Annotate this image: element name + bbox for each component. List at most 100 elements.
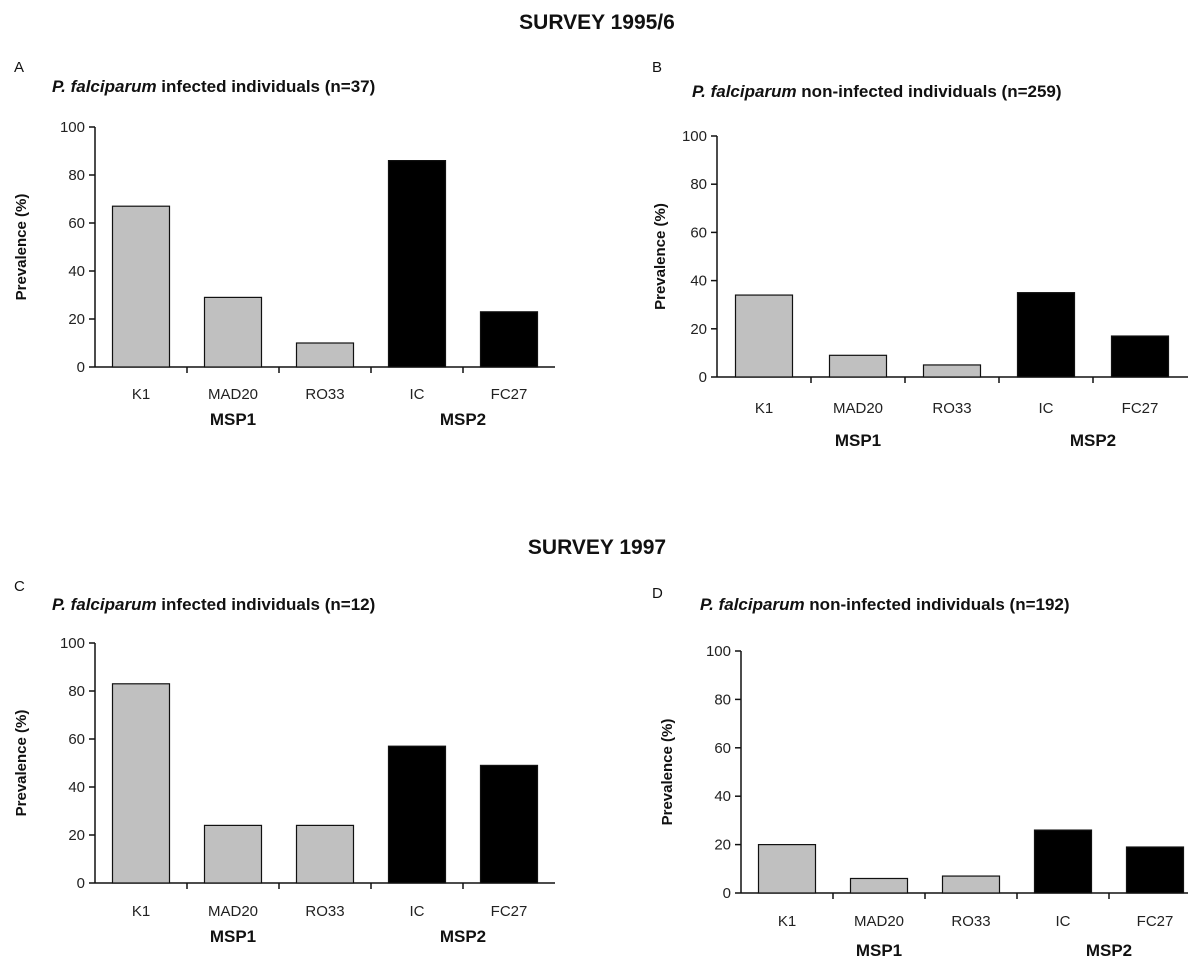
y-tick-label: 20: [68, 827, 85, 844]
panel-title-species: P. falciparum: [52, 595, 157, 614]
y-tick-label: 100: [682, 128, 707, 145]
category-label: K1: [132, 903, 150, 920]
panel-letter: B: [652, 59, 662, 76]
category-label: K1: [755, 400, 773, 417]
survey-title-1997: SURVEY 1997: [528, 536, 666, 559]
category-label: FC27: [1137, 913, 1174, 930]
y-tick-label: 100: [60, 635, 85, 652]
bar-ic: [1033, 829, 1093, 894]
bar-ic: [1016, 292, 1076, 378]
y-tick-label: 0: [699, 369, 707, 386]
y-axis-label: Prevalence (%): [13, 710, 30, 817]
group-label-msp2: MSP2: [440, 410, 486, 429]
y-tick-label: 80: [690, 176, 707, 193]
bar-k1: [111, 683, 171, 884]
y-tick-label: 60: [68, 215, 85, 232]
group-label-msp1: MSP1: [210, 410, 256, 429]
survey-title-1995: SURVEY 1995/6: [519, 11, 675, 34]
panel-letter: A: [14, 59, 24, 76]
y-tick-label: 60: [690, 224, 707, 241]
category-label: FC27: [491, 903, 528, 920]
bar-fc27: [479, 764, 539, 884]
chart-panel-c: C P. falciparum infected individuals (n=1…: [13, 578, 555, 946]
y-tick-label: 40: [68, 779, 85, 796]
bar-fc27: [1125, 846, 1185, 894]
panel-letter: D: [652, 585, 663, 602]
bar-ic: [387, 745, 447, 884]
y-tick-label: 20: [690, 321, 707, 338]
group-label-msp1: MSP1: [835, 431, 881, 450]
panel-title-rest: non-infected individuals (n=259): [797, 82, 1062, 101]
panel-title-rest: non-infected individuals (n=192): [805, 595, 1070, 614]
category-label: MAD20: [208, 903, 258, 920]
bar-ro33: [295, 824, 355, 884]
y-axis-label: Prevalence (%): [659, 719, 676, 826]
bar-fc27: [1110, 335, 1170, 378]
y-tick-label: 80: [714, 691, 731, 708]
group-label-msp1: MSP1: [856, 941, 902, 960]
y-tick-label: 80: [68, 167, 85, 184]
panel-title: P. falciparum non-infected individuals (…: [700, 595, 1070, 614]
y-tick-label: 20: [68, 311, 85, 328]
bar-mad20: [849, 877, 909, 894]
chart-panel-a: A P. falciparum infected individuals (n=3…: [13, 59, 555, 429]
panel-title-species: P. falciparum: [52, 77, 157, 96]
category-label: K1: [132, 386, 150, 403]
y-tick-label: 0: [77, 875, 85, 892]
chart-panel-b: B P. falciparum non-infected individuals …: [652, 59, 1188, 450]
bar-mad20: [203, 296, 263, 368]
category-label: RO33: [951, 913, 990, 930]
category-label: RO33: [305, 903, 344, 920]
bar-k1: [734, 294, 794, 378]
panel-title-species: P. falciparum: [700, 595, 805, 614]
y-tick-label: 20: [714, 837, 731, 854]
panel-title: P. falciparum infected individuals (n=12…: [52, 595, 375, 614]
y-tick-label: 80: [68, 683, 85, 700]
y-tick-label: 60: [714, 740, 731, 757]
bar-mad20: [828, 354, 888, 378]
y-tick-label: 40: [714, 788, 731, 805]
y-axis-label: Prevalence (%): [652, 203, 669, 310]
group-label-msp2: MSP2: [1086, 941, 1132, 960]
bar-ro33: [295, 342, 355, 368]
category-label: IC: [1039, 400, 1054, 417]
category-label: MAD20: [208, 386, 258, 403]
group-label-msp2: MSP2: [1070, 431, 1116, 450]
chart-panel-d: D P. falciparum non-infected individuals …: [652, 585, 1188, 960]
bar-ic: [387, 160, 447, 368]
panel-title-rest: infected individuals (n=37): [157, 77, 376, 96]
category-label: FC27: [491, 386, 528, 403]
y-tick-label: 40: [690, 273, 707, 290]
category-label: RO33: [305, 386, 344, 403]
y-tick-label: 40: [68, 263, 85, 280]
bar-k1: [757, 843, 817, 894]
bar-ro33: [922, 364, 982, 378]
y-tick-label: 100: [60, 119, 85, 136]
y-tick-label: 0: [77, 359, 85, 376]
category-label: IC: [1056, 913, 1071, 930]
category-label: FC27: [1122, 400, 1159, 417]
category-label: MAD20: [833, 400, 883, 417]
panel-title-rest: infected individuals (n=12): [157, 595, 376, 614]
bar-k1: [111, 205, 171, 368]
group-label-msp1: MSP1: [210, 927, 256, 946]
y-tick-label: 60: [68, 731, 85, 748]
category-label: K1: [778, 913, 796, 930]
category-label: IC: [410, 903, 425, 920]
panel-letter: C: [14, 578, 25, 595]
bar-fc27: [479, 311, 539, 368]
category-label: IC: [410, 386, 425, 403]
y-tick-label: 0: [723, 885, 731, 902]
y-tick-label: 100: [706, 643, 731, 660]
panel-title: P. falciparum infected individuals (n=37…: [52, 77, 375, 96]
category-label: RO33: [932, 400, 971, 417]
bar-ro33: [941, 875, 1001, 894]
panel-title: P. falciparum non-infected individuals (…: [692, 82, 1062, 101]
chart-panels: A P. falciparum infected individuals (n=3…: [13, 59, 1188, 960]
category-label: MAD20: [854, 913, 904, 930]
y-axis-label: Prevalence (%): [13, 194, 30, 301]
bar-mad20: [203, 824, 263, 884]
group-label-msp2: MSP2: [440, 927, 486, 946]
panel-title-species: P. falciparum: [692, 82, 797, 101]
